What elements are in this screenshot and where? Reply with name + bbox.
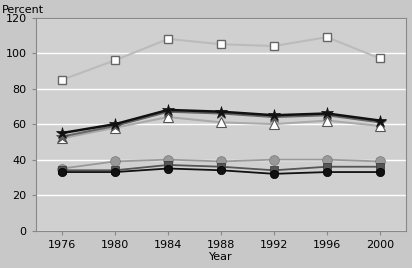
- X-axis label: Year: Year: [209, 252, 233, 262]
- Text: Percent: Percent: [2, 5, 44, 16]
